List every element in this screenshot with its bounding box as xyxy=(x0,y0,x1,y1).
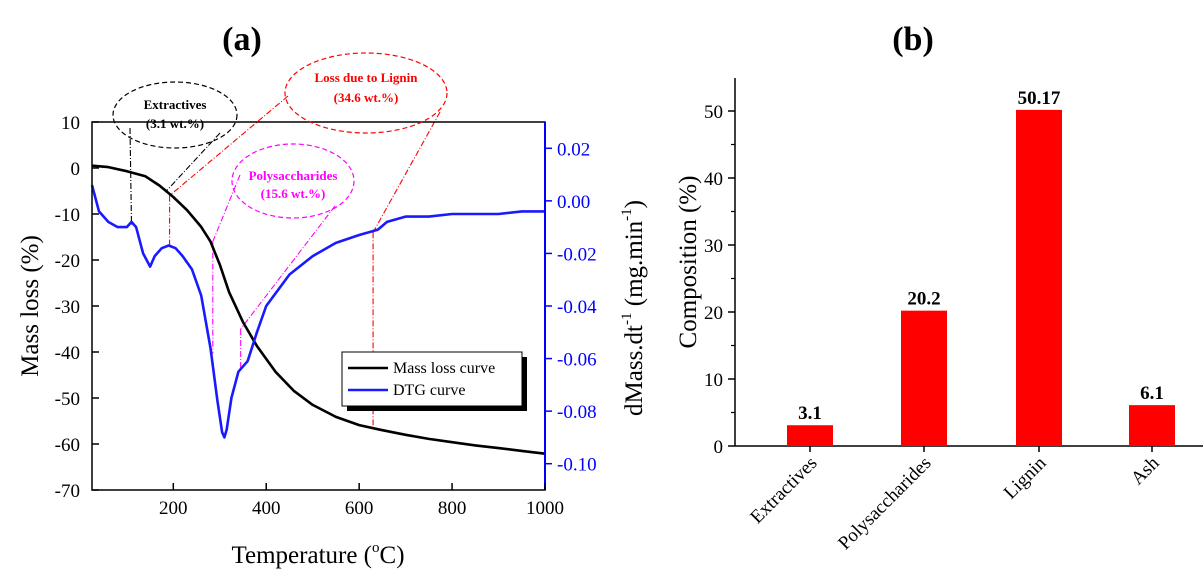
x-tick-label-a: 200 xyxy=(159,498,188,519)
bars: 3.1 Extractives 20.2 Polysaccharides 50.17 Li… xyxy=(746,88,1175,554)
leader-extractives-right xyxy=(165,132,221,192)
annotation-lignin-line1: Loss due to Lignin xyxy=(315,70,419,85)
x-tick-label-a: 400 xyxy=(252,498,281,519)
y-tick-label-left: 10 xyxy=(61,113,80,134)
y-tick-label-left: -60 xyxy=(55,435,80,456)
legend-label-dtg: DTG curve xyxy=(393,382,465,399)
mass-loss-curve xyxy=(91,164,546,455)
panel-b: (b) 0 10 20 30 40 50 3.1 Extractives 20.2 Polysa… xyxy=(675,21,1203,554)
panel-a: (a) 200 400 600 800 1000 10 0 -10 -20 -30 -40 -50 -… xyxy=(17,21,648,569)
y-tick-label-b: 20 xyxy=(704,303,723,324)
annotation-polysaccharides-line2: (15.6 wt.%) xyxy=(261,186,326,201)
panel-b-label: (b) xyxy=(892,21,934,58)
leader-polysaccharides-left xyxy=(212,174,241,242)
dtg-curve xyxy=(90,184,545,439)
y-ticks-b: 0 10 20 30 40 50 xyxy=(704,102,735,458)
x-ticks-a: 200 400 600 800 1000 xyxy=(159,483,564,519)
y-tick-label-left: -50 xyxy=(55,389,80,410)
y-tick-label-left: -20 xyxy=(55,251,80,272)
y-tick-label-right: -0.08 xyxy=(557,402,597,423)
y-tick-label-right: -0.10 xyxy=(557,455,597,476)
legend-label-mass-loss: Mass loss curve xyxy=(393,360,495,377)
bar-value-label: 3.1 xyxy=(798,403,822,424)
y-axis-label-b: Composition (%) xyxy=(675,176,702,349)
y-tick-label-b: 30 xyxy=(704,236,723,257)
y-tick-label-b: 0 xyxy=(714,437,724,458)
y-tick-label-left: -10 xyxy=(55,205,80,226)
leader-polysaccharides-right xyxy=(240,205,336,330)
bar-polysaccharides xyxy=(901,310,947,446)
annotation-polysaccharides: Polysaccharides (15.6 wt.%) xyxy=(231,143,355,219)
x-axis-label-a: Temperature (oC) xyxy=(231,540,404,569)
bar-value-label: 20.2 xyxy=(907,289,940,310)
x-tick-label-a: 800 xyxy=(438,498,467,519)
legend-a: Mass loss curve DTG curve xyxy=(341,351,527,411)
bar-extractives xyxy=(787,425,833,446)
y-tick-label-left: -70 xyxy=(55,481,80,502)
y-tick-label-b: 40 xyxy=(704,169,723,190)
y-tick-label-right: 0.00 xyxy=(557,192,590,213)
y-axis-label-right: dMass.dt-1 (mg.min-1) xyxy=(619,200,648,416)
y-tick-label-left: -30 xyxy=(55,297,80,318)
leader-extractives-left xyxy=(129,127,133,225)
x-tick-label-b: Polysaccharides xyxy=(834,453,935,554)
y-axis-label-left: Mass loss (%) xyxy=(17,235,44,377)
curves xyxy=(90,164,546,455)
annotation-extractives-line1: Extractives xyxy=(144,97,207,112)
x-tick-label-a: 600 xyxy=(345,498,374,519)
bar-value-label: 6.1 xyxy=(1140,383,1164,404)
y-tick-label-b: 50 xyxy=(704,102,723,123)
y-tick-label-right: -0.06 xyxy=(557,350,597,371)
y-ticks-left: 10 0 -10 -20 -30 -40 -50 -60 -70 xyxy=(55,113,99,502)
x-tick-label-b: Lignin xyxy=(1000,452,1051,503)
bar-lignin xyxy=(1016,109,1062,447)
leader-lignin-right xyxy=(372,111,441,233)
x-tick-label-b: Extractives xyxy=(746,453,821,528)
leader-lignin-left xyxy=(169,95,289,197)
annotation-lignin-line2: (34.6 wt.%) xyxy=(334,90,399,105)
y-tick-label-b: 10 xyxy=(704,370,723,391)
annotation-extractives-line2: (3.1 wt.%) xyxy=(146,116,204,131)
y-tick-label-left: -40 xyxy=(55,343,80,364)
bar-ash xyxy=(1129,405,1175,446)
y-tick-label-right: -0.04 xyxy=(557,297,597,318)
y-tick-label-left: 0 xyxy=(71,159,81,180)
y-tick-label-right: 0.02 xyxy=(557,139,590,160)
y-tick-label-right: -0.02 xyxy=(557,244,597,265)
panel-a-label: (a) xyxy=(222,21,262,58)
bar-value-label: 50.17 xyxy=(1018,88,1061,109)
x-tick-label-a: 1000 xyxy=(526,498,564,519)
annotation-lignin: Loss due to Lignin (34.6 wt.%) xyxy=(284,52,448,134)
annotation-extractives: Extractives (3.1 wt.%) xyxy=(112,81,238,149)
annotation-polysaccharides-line1: Polysaccharides xyxy=(249,168,338,183)
x-tick-label-b: Ash xyxy=(1127,452,1164,489)
y-ticks-right: 0.02 0.00 -0.02 -0.04 -0.06 -0.08 -0.10 xyxy=(545,139,597,476)
